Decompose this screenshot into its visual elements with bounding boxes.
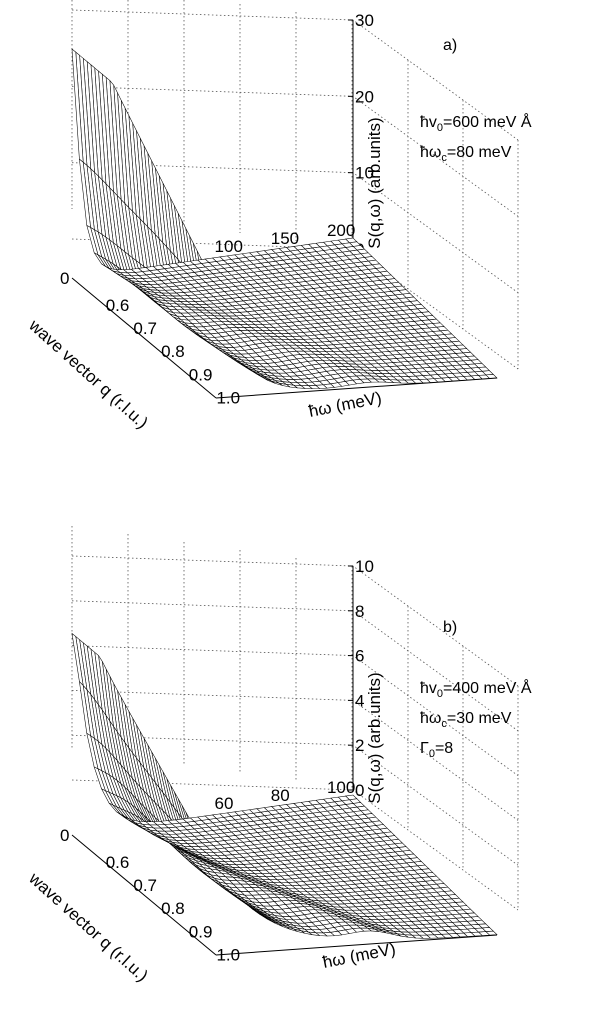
- omega-tick-label: 60: [215, 794, 234, 813]
- z-tick-label: 2: [355, 736, 364, 755]
- q-tick-label: 0.8: [161, 342, 185, 361]
- omega-axis-label: ħω (meV): [307, 388, 383, 421]
- z-tick-label: 10: [355, 557, 374, 576]
- panel-label: b): [443, 619, 457, 636]
- q-tick-label: 1.0: [216, 945, 240, 964]
- z-tick-label: 4: [355, 691, 364, 710]
- q-tick-label: 0.9: [189, 922, 213, 941]
- omega-axis: [215, 934, 498, 956]
- surface-mesh: [71, 48, 498, 389]
- q-tick-label: 0.7: [133, 319, 157, 338]
- z-tick-label: 30: [355, 11, 374, 30]
- z-tick-label: 8: [355, 602, 364, 621]
- panel-label: a): [443, 37, 457, 54]
- q-tick-label: 0.7: [133, 876, 157, 895]
- q-tick-label: 0.6: [106, 296, 130, 315]
- parameter-annotation: ħωc=80 meV: [420, 144, 512, 164]
- surface-cell: [71, 48, 84, 163]
- omega-tick-label: 100: [215, 237, 243, 256]
- q-tick-label: 0.9: [189, 365, 213, 384]
- z-tick-label: 0: [355, 781, 364, 800]
- omega-tick-label: 80: [271, 786, 290, 805]
- parameter-annotation: ħv0=600 meV Å: [420, 112, 532, 134]
- q-tick-label: 0.6: [106, 853, 130, 872]
- q-tick-label: 0.8: [161, 899, 185, 918]
- z-tick-label: 6: [355, 647, 364, 666]
- z-tick-label: 20: [355, 87, 374, 106]
- q-tick-label: 1.0: [216, 388, 240, 407]
- parameter-annotation: Γ0=8: [420, 740, 453, 760]
- omega-axis: [215, 377, 498, 399]
- surface-mesh: [71, 632, 498, 939]
- q-axis: [71, 834, 217, 956]
- z-base-tick-label: 0: [60, 826, 69, 845]
- omega-axis-label: ħω (meV): [321, 939, 397, 972]
- z-axis-label: S(q,ω) (arb.units): [365, 672, 384, 803]
- parameter-annotation: ħv0=400 meV Å: [420, 678, 532, 700]
- z-axis-label: S(q,ω) (arb.units): [365, 117, 384, 248]
- omega-tick-label: 100: [327, 778, 355, 797]
- z-base-tick-label: 0: [60, 269, 69, 288]
- parameter-annotation: ħωc=30 meV: [420, 710, 512, 730]
- omega-tick-label: 150: [271, 229, 299, 248]
- q-axis: [71, 277, 217, 399]
- surface-cell: [71, 632, 84, 687]
- omega-tick-label: 200: [327, 221, 355, 240]
- z-tick-label: 10: [355, 164, 374, 183]
